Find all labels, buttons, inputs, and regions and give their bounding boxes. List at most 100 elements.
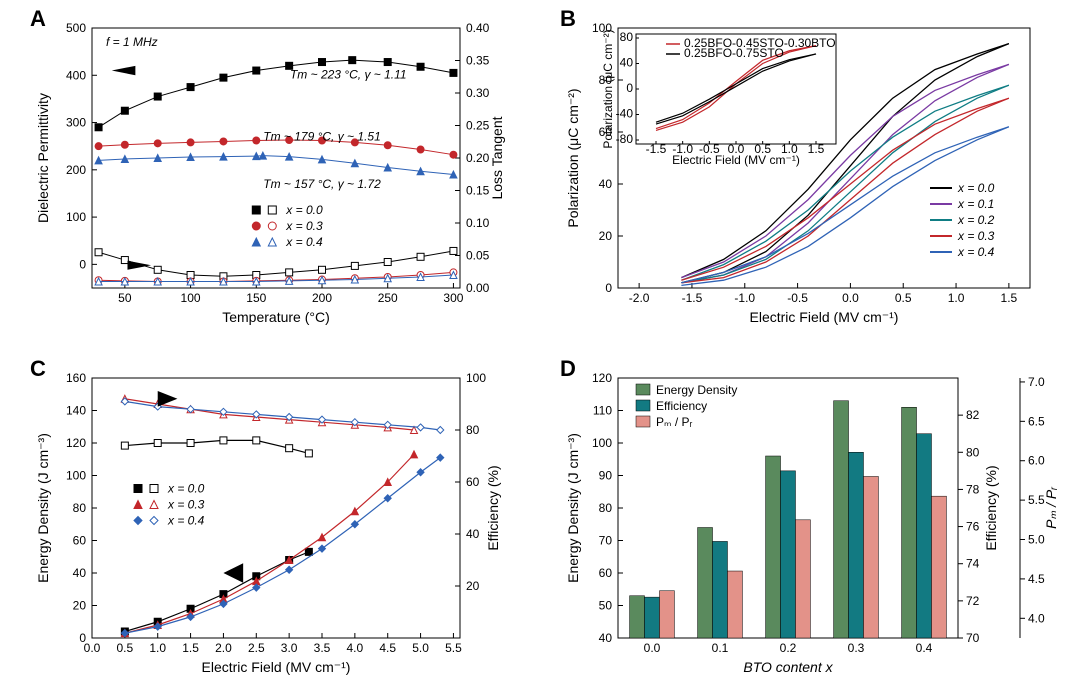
svg-text:BTO content x: BTO content x: [743, 659, 833, 675]
svg-text:0: 0: [79, 257, 86, 271]
svg-text:4.0: 4.0: [1028, 611, 1045, 625]
svg-text:20: 20: [466, 579, 480, 593]
svg-text:2.0: 2.0: [215, 641, 232, 655]
svg-text:Dielectric Permittivity: Dielectric Permittivity: [35, 93, 51, 223]
svg-text:400: 400: [66, 68, 86, 82]
svg-text:0.25: 0.25: [466, 119, 490, 133]
svg-text:3.5: 3.5: [314, 641, 331, 655]
svg-text:100: 100: [66, 210, 86, 224]
svg-text:Energy Density: Energy Density: [656, 383, 737, 397]
svg-text:4.5: 4.5: [1028, 572, 1045, 586]
svg-text:300: 300: [443, 291, 463, 305]
panel-B-chart: -2.0-1.5-1.0-0.50.00.51.01.5020406080100…: [560, 10, 1050, 330]
svg-text:1.0: 1.0: [149, 641, 166, 655]
svg-text:0.00: 0.00: [466, 281, 490, 295]
svg-text:0.05: 0.05: [466, 249, 490, 263]
svg-text:Loss Tangent: Loss Tangent: [489, 116, 505, 199]
svg-text:0.3: 0.3: [848, 641, 865, 655]
svg-text:x = 0.2: x = 0.2: [957, 213, 995, 227]
svg-text:0.35: 0.35: [466, 54, 490, 68]
svg-text:Efficiency (%): Efficiency (%): [485, 465, 501, 550]
svg-text:3.0: 3.0: [281, 641, 298, 655]
svg-text:120: 120: [592, 371, 612, 385]
svg-text:40: 40: [620, 56, 634, 70]
svg-text:x = 0.3: x = 0.3: [167, 498, 205, 512]
svg-text:1.5: 1.5: [182, 641, 199, 655]
svg-text:6.5: 6.5: [1028, 414, 1045, 428]
svg-text:Tm ~ 157 °C, γ ~ 1.72: Tm ~ 157 °C, γ ~ 1.72: [263, 177, 381, 191]
svg-text:1.5: 1.5: [808, 142, 825, 156]
svg-text:0.0: 0.0: [644, 641, 661, 655]
svg-text:0.5: 0.5: [117, 641, 134, 655]
svg-text:0.20: 0.20: [466, 151, 490, 165]
svg-text:70: 70: [599, 534, 613, 548]
svg-text:120: 120: [66, 436, 86, 450]
panel-D-chart: 405060708090100110120707274767880824.04.…: [560, 360, 1060, 680]
svg-text:Polarization (μC cm⁻²): Polarization (μC cm⁻²): [565, 88, 581, 227]
svg-text:Tm ~ 223 °C, γ ~ 1.11: Tm ~ 223 °C, γ ~ 1.11: [290, 67, 407, 81]
svg-text:40: 40: [466, 527, 480, 541]
panel-A-chart: 5010015020025030001002003004005000.000.0…: [30, 10, 510, 330]
svg-text:0.5: 0.5: [895, 291, 912, 305]
svg-text:x = 0.4: x = 0.4: [167, 514, 205, 528]
svg-text:70: 70: [966, 631, 980, 645]
svg-text:Electric Field (MV cm⁻¹): Electric Field (MV cm⁻¹): [672, 153, 800, 167]
svg-text:60: 60: [73, 534, 87, 548]
svg-text:-1.5: -1.5: [682, 291, 703, 305]
svg-text:500: 500: [66, 21, 86, 35]
svg-text:4.5: 4.5: [379, 641, 396, 655]
svg-text:72: 72: [966, 594, 980, 608]
svg-text:76: 76: [966, 520, 980, 534]
svg-text:20: 20: [599, 229, 613, 243]
svg-text:0.0: 0.0: [84, 641, 101, 655]
svg-text:x = 0.0: x = 0.0: [285, 203, 323, 217]
svg-text:Pₘ / Pᵣ: Pₘ / Pᵣ: [1043, 486, 1059, 529]
svg-text:100: 100: [592, 436, 612, 450]
svg-text:40: 40: [599, 631, 613, 645]
svg-text:82: 82: [966, 408, 980, 422]
svg-text:0.25BFO-0.75STO: 0.25BFO-0.75STO: [684, 46, 784, 60]
svg-text:f = 1 MHz: f = 1 MHz: [106, 35, 158, 49]
svg-text:74: 74: [966, 557, 980, 571]
svg-text:250: 250: [378, 291, 398, 305]
svg-text:20: 20: [73, 599, 87, 613]
svg-text:150: 150: [246, 291, 266, 305]
svg-text:Polarization (μC cm⁻²): Polarization (μC cm⁻²): [601, 29, 615, 148]
svg-text:x = 0.4: x = 0.4: [957, 245, 995, 259]
svg-text:x = 0.4: x = 0.4: [285, 235, 323, 249]
svg-text:2.5: 2.5: [248, 641, 265, 655]
svg-text:40: 40: [599, 177, 613, 191]
svg-text:Efficiency: Efficiency: [656, 399, 707, 413]
svg-text:x = 0.0: x = 0.0: [957, 181, 995, 195]
svg-text:78: 78: [966, 482, 980, 496]
svg-text:-1.5: -1.5: [646, 142, 667, 156]
svg-text:Electric Field (MV cm⁻¹): Electric Field (MV cm⁻¹): [750, 309, 899, 325]
svg-text:0.4: 0.4: [916, 641, 933, 655]
svg-text:80: 80: [966, 445, 980, 459]
svg-text:0: 0: [79, 631, 86, 645]
svg-text:80: 80: [466, 423, 480, 437]
svg-text:90: 90: [599, 469, 613, 483]
svg-text:5.0: 5.0: [412, 641, 429, 655]
svg-text:50: 50: [118, 291, 132, 305]
svg-text:60: 60: [466, 475, 480, 489]
svg-text:-2.0: -2.0: [629, 291, 650, 305]
svg-text:Energy Density (J cm⁻³): Energy Density (J cm⁻³): [35, 433, 51, 583]
svg-text:0.1: 0.1: [712, 641, 729, 655]
svg-text:0.40: 0.40: [466, 21, 490, 35]
svg-text:Tm ~ 179 °C, γ ~ 1.51: Tm ~ 179 °C, γ ~ 1.51: [263, 130, 381, 144]
svg-text:160: 160: [66, 371, 86, 385]
svg-text:0.15: 0.15: [466, 184, 490, 198]
svg-text:4.0: 4.0: [347, 641, 364, 655]
svg-text:100: 100: [181, 291, 201, 305]
svg-text:0.2: 0.2: [780, 641, 797, 655]
svg-text:140: 140: [66, 404, 86, 418]
svg-text:60: 60: [599, 566, 613, 580]
svg-text:80: 80: [599, 501, 613, 515]
svg-text:0: 0: [626, 81, 633, 95]
svg-text:80: 80: [73, 501, 87, 515]
svg-text:100: 100: [466, 371, 486, 385]
svg-text:0.0: 0.0: [842, 291, 859, 305]
panel-C-chart: 0.00.51.01.52.02.53.03.54.04.55.05.50204…: [30, 360, 510, 680]
svg-text:0.10: 0.10: [466, 216, 490, 230]
